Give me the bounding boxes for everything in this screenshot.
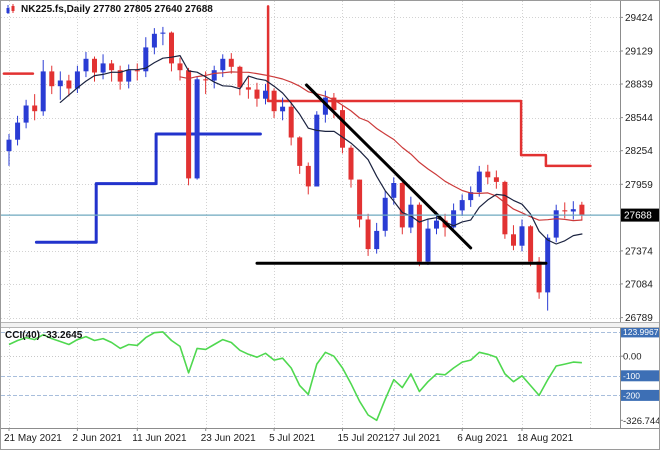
svg-text:-200: -200: [623, 390, 640, 400]
svg-text:29424: 29424: [625, 13, 653, 24]
svg-text:2 Jun 2021: 2 Jun 2021: [72, 433, 122, 444]
svg-text:28254: 28254: [625, 146, 653, 157]
svg-text:0.00: 0.00: [623, 352, 642, 363]
svg-text:27959: 27959: [625, 180, 653, 191]
indicator-axis-labels: 123.9967 0.00 -100 -200 -326.744: [620, 326, 660, 427]
candles-layer: [6, 26, 585, 311]
svg-text:28544: 28544: [625, 113, 653, 124]
svg-text:28839: 28839: [625, 80, 653, 91]
svg-text:21 May 2021: 21 May 2021: [4, 433, 62, 444]
price-axis-labels: 29424 29129 28839 28544 28254 27959 27374 27084…: [620, 13, 653, 324]
moving-averages-layer: [59, 54, 583, 245]
candles-icon: [6, 4, 15, 14]
svg-text:18 Aug 2021: 18 Aug 2021: [517, 433, 574, 444]
svg-text:26789: 26789: [625, 313, 653, 324]
svg-text:27688: 27688: [624, 211, 652, 222]
svg-text:-326.744: -326.744: [623, 416, 660, 427]
ohlc-title-text: NK225.fs,Daily 27780 27805 27640 27688: [21, 4, 213, 15]
svg-text:11 Jun 2021: 11 Jun 2021: [132, 433, 187, 444]
indicator-label: CCI(40) -33.2645: [5, 330, 83, 341]
svg-text:27374: 27374: [625, 246, 653, 257]
svg-text:15 Jul 2021: 15 Jul 2021: [338, 433, 390, 444]
time-axis-labels: 21 May 2021 2 Jun 2021 11 Jun 2021 23 Jun 2…: [4, 428, 574, 444]
svg-text:5 Jul 2021: 5 Jul 2021: [269, 433, 316, 444]
svg-text:23 Jun 2021: 23 Jun 2021: [201, 433, 256, 444]
cci-line-layer: [8, 331, 582, 422]
chart-title: NK225.fs,Daily 27780 27805 27640 27688: [5, 4, 213, 15]
pane-splitter[interactable]: [1, 322, 659, 328]
svg-text:27084: 27084: [625, 279, 653, 290]
svg-text:123.9967: 123.9967: [623, 327, 659, 337]
svg-text:-100: -100: [623, 371, 640, 381]
drawing-objects-layer[interactable]: [255, 83, 548, 265]
svg-text:6 Aug 2021: 6 Aug 2021: [457, 433, 508, 444]
step-lines-layer: [2, 5, 592, 244]
svg-text:27 Jul 2021: 27 Jul 2021: [389, 433, 441, 444]
bid-price-tag: 27688: [621, 208, 659, 222]
svg-text:29129: 29129: [625, 47, 653, 58]
